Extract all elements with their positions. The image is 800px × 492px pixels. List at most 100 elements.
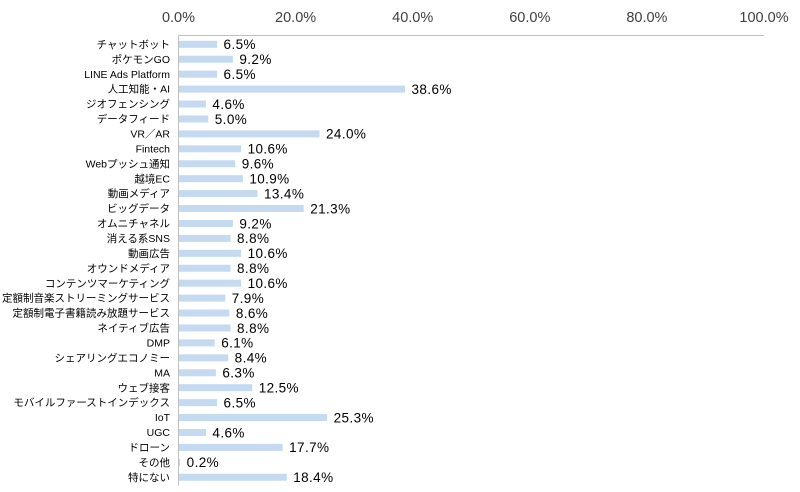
- bar-rows: チャットボット 6.5% ポケモンGO 9.2% LINE Ads Platform 6.…: [2, 37, 452, 485]
- bar: [179, 190, 258, 198]
- value-label: 12.5%: [259, 380, 299, 395]
- value-label: 9.2%: [239, 216, 271, 231]
- category-label: ジオフェンシング: [86, 98, 170, 111]
- bar-row: Fintech 10.6%: [136, 142, 288, 157]
- bar-row: 越境EC 10.9%: [134, 171, 289, 186]
- category-label: IoT: [155, 412, 171, 424]
- bar-row: 定額制電子書籍読み放題サービス 8.6%: [13, 306, 268, 321]
- bar: [179, 473, 287, 481]
- category-label: 消える系SNS: [107, 232, 170, 245]
- category-label: コンテンツマーケティング: [45, 277, 171, 290]
- bar: [179, 443, 283, 451]
- bar-row: 人工知能・AI 38.6%: [108, 82, 452, 97]
- bar-row: ドローン 17.7%: [129, 440, 329, 455]
- value-label: 9.6%: [242, 157, 274, 172]
- bar: [179, 145, 242, 153]
- bar-row: ジオフェンシング 4.6%: [86, 97, 244, 112]
- value-label: 0.2%: [187, 455, 219, 470]
- value-label: 10.9%: [249, 171, 289, 186]
- bar: [179, 205, 304, 213]
- value-label: 10.6%: [248, 142, 288, 157]
- bar: [179, 339, 215, 347]
- bar: [179, 234, 231, 242]
- bar: [179, 219, 233, 227]
- bar-row: 消える系SNS 8.8%: [107, 231, 269, 246]
- value-label: 8.6%: [236, 306, 268, 321]
- value-label: 8.8%: [237, 231, 269, 246]
- category-label: ビッグデータ: [107, 202, 170, 215]
- bar: [179, 294, 226, 302]
- bar-row: 定額制音楽ストリーミングサービス 7.9%: [2, 291, 264, 306]
- bar: [179, 309, 230, 317]
- bar-row: モバイルファーストインデックス 6.5%: [13, 395, 255, 410]
- category-label: 越境EC: [134, 172, 170, 185]
- bar: [179, 175, 243, 183]
- category-label: シェアリングエコノミー: [55, 351, 171, 364]
- bar-row: ポケモンGO 9.2%: [112, 52, 272, 67]
- bar-row: その他 0.2%: [139, 455, 219, 470]
- value-label: 6.5%: [224, 37, 256, 52]
- value-label: 8.8%: [237, 321, 269, 336]
- axis-group: [178, 35, 764, 486]
- bar: [179, 428, 206, 436]
- category-label: 定額制電子書籍読み放題サービス: [13, 307, 171, 320]
- category-label: ポケモンGO: [112, 54, 170, 66]
- bar: [179, 40, 218, 48]
- bar: [179, 354, 229, 362]
- bar: [179, 160, 236, 168]
- category-label: ネイティブ広告: [97, 322, 170, 335]
- category-label: 定額制音楽ストリーミングサービス: [2, 292, 170, 305]
- bar-row: ビッグデータ 21.3%: [107, 201, 350, 216]
- category-label: チャットボット: [97, 39, 170, 51]
- bar-row: IoT 25.3%: [155, 410, 374, 425]
- bar-row: 特にない 18.4%: [128, 470, 333, 485]
- x-tick-labels: 0.0% 20.0% 40.0% 60.0% 80.0% 100.0%: [162, 10, 789, 26]
- bar: [179, 458, 181, 466]
- category-label: 動画広告: [128, 247, 170, 260]
- bar-row: シェアリングエコノミー 8.4%: [55, 351, 267, 366]
- bar-row: オムニチャネル 9.2%: [97, 216, 271, 231]
- x-tick-label: 0.0%: [162, 10, 195, 26]
- bar: [179, 414, 328, 422]
- bar-row: UGC 4.6%: [147, 425, 245, 440]
- value-label: 17.7%: [289, 440, 329, 455]
- bar: [179, 279, 242, 287]
- category-label: ドローン: [129, 442, 170, 454]
- bar-row: 動画メディア 13.4%: [108, 186, 304, 201]
- bar: [179, 55, 233, 63]
- value-label: 6.3%: [222, 366, 254, 381]
- category-label: オウンドメディア: [87, 262, 170, 275]
- bar-row: チャットボット 6.5%: [97, 37, 256, 52]
- value-label: 9.2%: [239, 52, 271, 67]
- x-tick-label: 20.0%: [275, 10, 316, 26]
- value-label: 18.4%: [293, 470, 333, 485]
- bar-row: データフィード 5.0%: [97, 112, 247, 127]
- category-label: その他: [139, 456, 171, 469]
- category-label: 人工知能・AI: [108, 83, 170, 96]
- bar: [179, 130, 320, 138]
- bar: [179, 100, 206, 108]
- value-label: 10.6%: [248, 276, 288, 291]
- x-tick-label: 100.0%: [739, 10, 788, 26]
- bar-row: Webプッシュ通知 9.6%: [86, 157, 274, 172]
- bar-row: MA 6.3%: [154, 366, 254, 381]
- value-label: 4.6%: [212, 97, 244, 112]
- category-label: オムニチャネル: [97, 218, 170, 230]
- bar-row: オウンドメディア 8.8%: [87, 261, 269, 276]
- value-label: 6.5%: [224, 67, 256, 82]
- category-label: 特にない: [128, 472, 170, 484]
- value-label: 8.4%: [235, 351, 267, 366]
- category-label: Fintech: [136, 143, 171, 155]
- bar: [179, 384, 253, 392]
- value-label: 10.6%: [248, 246, 288, 261]
- value-label: 13.4%: [264, 186, 304, 201]
- bar: [179, 70, 218, 78]
- x-tick-label: 40.0%: [392, 10, 433, 26]
- bar-row: ネイティブ広告 8.8%: [97, 321, 269, 336]
- bar: [179, 249, 242, 257]
- bar: [179, 115, 209, 123]
- category-label: MA: [154, 367, 170, 379]
- value-label: 25.3%: [334, 410, 374, 425]
